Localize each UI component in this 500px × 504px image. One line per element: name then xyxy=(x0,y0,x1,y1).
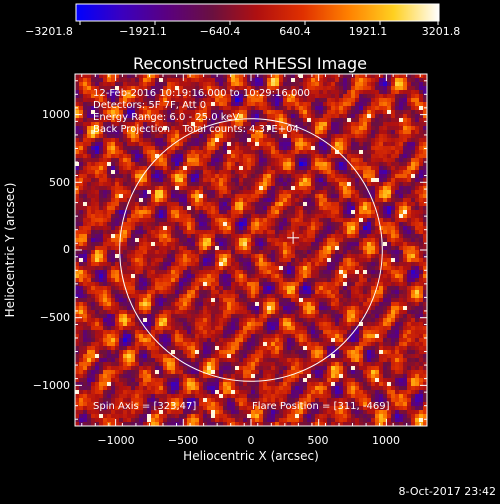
colorbar-tick-label: 3201.8 xyxy=(422,25,461,38)
colorbar-gradient xyxy=(76,4,439,21)
colorbar-tick-label: −3201.8 xyxy=(25,25,73,38)
annotation-detectors: Detectors: 5F 7F, Att 0 xyxy=(93,100,206,111)
x-tick-label: −500 xyxy=(168,434,198,447)
x-axis-label: Heliocentric X (arcsec) xyxy=(183,449,319,463)
x-tick-labels: −1000 −500 0 500 1000 xyxy=(97,434,400,447)
x-tick-label: 0 xyxy=(248,434,255,447)
y-tick-label: 0 xyxy=(63,243,70,256)
chart-title: Reconstructed RHESSI Image xyxy=(133,54,367,73)
colorbar-tick-label: −640.4 xyxy=(200,25,241,38)
y-tick-label: 500 xyxy=(49,176,70,189)
x-tick-label: 500 xyxy=(308,434,329,447)
x-tick-label: 1000 xyxy=(372,434,400,447)
annotation-time-range: 12-Feb-2016 10:19:16.000 to 10:29:16.000 xyxy=(93,88,310,99)
annotation-flare-position: Flare Position = [311, -469] xyxy=(252,401,390,412)
y-tick-label: −1000 xyxy=(33,379,70,392)
annotation-energy-range: Energy Range: 6.0 - 25.0 keV xyxy=(93,112,239,123)
timestamp-footer: 8-Oct-2017 23:42 xyxy=(399,485,496,498)
colorbar: −3201.8 −1921.1 −640.4 640.4 1921.1 3201… xyxy=(25,4,460,38)
x-tick-label: −1000 xyxy=(97,434,134,447)
annotation-method-counts: Back Projection Total counts: 4.37E+04 xyxy=(93,124,299,135)
y-tick-label: −500 xyxy=(40,311,70,324)
plot-area: 12-Feb-2016 10:19:16.000 to 10:29:16.000… xyxy=(75,74,427,426)
y-axis-label: Heliocentric Y (arcsec) xyxy=(3,183,17,318)
colorbar-tick-label: −1921.1 xyxy=(119,25,167,38)
colorbar-tick-label: 640.4 xyxy=(279,25,311,38)
y-tick-labels: 1000 500 0 −500 −1000 xyxy=(33,108,70,392)
y-tick-label: 1000 xyxy=(42,108,70,121)
annotation-spin-axis: Spin Axis = [323,47] xyxy=(93,401,196,412)
colorbar-tick-label: 1921.1 xyxy=(349,25,388,38)
